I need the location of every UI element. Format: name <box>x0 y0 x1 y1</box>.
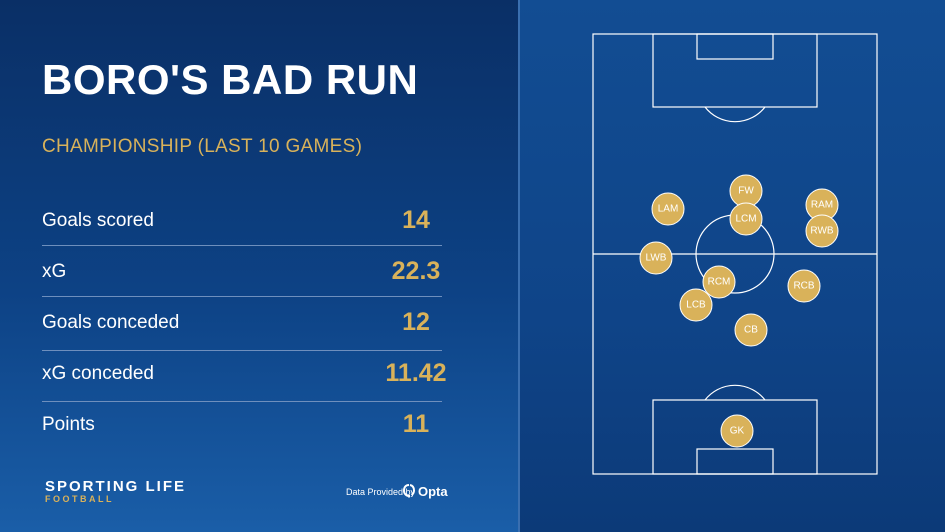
player-lcm: LCM <box>729 202 763 236</box>
opta-logo-icon <box>403 484 415 498</box>
bottom-penalty-arc <box>704 384 766 401</box>
stat-value: 14 <box>402 206 430 234</box>
top-penalty-box <box>652 33 818 108</box>
stat-value: 22.3 <box>391 257 441 285</box>
page-title: BORO'S BAD RUN <box>42 56 419 103</box>
player-lwb: LWB <box>639 241 673 275</box>
player-label: LWB <box>646 253 667 264</box>
player-cb: CB <box>734 313 768 347</box>
stat-value: 11.42 <box>385 359 447 387</box>
player-label: RWB <box>810 226 833 237</box>
panel-divider <box>518 0 520 532</box>
stats-panel <box>0 0 518 532</box>
brand-logo: SPORTING LIFE <box>45 478 187 495</box>
stat-row-points: Points 11 <box>42 410 442 464</box>
stat-label: xG conceded <box>42 363 154 384</box>
player-label: LCB <box>686 300 706 311</box>
brand-sub: FOOTBALL <box>45 494 114 504</box>
player-gk: GK <box>720 414 754 448</box>
stat-divider <box>42 296 442 297</box>
stat-row-goals-conceded: Goals conceded 12 <box>42 308 442 362</box>
stat-divider <box>42 350 442 351</box>
stat-divider <box>42 245 442 246</box>
stat-label: xG <box>42 261 67 282</box>
data-provider-label: Data Provided by <box>346 487 416 497</box>
player-fw: FW <box>729 174 763 208</box>
player-label: CB <box>744 325 758 336</box>
stat-label: Goals conceded <box>42 312 180 333</box>
page-subtitle: CHAMPIONSHIP (LAST 10 GAMES) <box>42 136 363 157</box>
player-label: RAM <box>811 200 833 211</box>
player-rcm: RCM <box>702 265 736 299</box>
player-label: GK <box>730 426 745 437</box>
top-goal-box <box>696 33 774 60</box>
player-label: RCB <box>793 281 814 292</box>
player-rcb: RCB <box>787 269 821 303</box>
stat-row-xg-conceded: xG conceded 11.42 <box>42 359 447 413</box>
stat-divider <box>42 401 442 402</box>
bottom-goal-box <box>696 448 774 475</box>
stat-value: 11 <box>402 410 430 438</box>
player-label: LAM <box>658 204 679 215</box>
player-lcb: LCB <box>679 288 713 322</box>
stat-label: Goals scored <box>42 210 154 231</box>
stat-row-goals-scored: Goals scored 14 <box>42 206 442 260</box>
stat-label: Points <box>42 414 95 435</box>
stat-value: 12 <box>402 308 430 336</box>
player-rwb: RWB <box>805 214 839 248</box>
player-label: FW <box>738 186 754 197</box>
opta-name: Opta <box>418 484 448 499</box>
player-lam: LAM <box>651 192 685 226</box>
player-label: RCM <box>708 277 731 288</box>
player-label: LCM <box>735 214 756 225</box>
top-penalty-arc <box>704 106 766 123</box>
stat-row-xg: xG 22.3 <box>42 257 442 311</box>
